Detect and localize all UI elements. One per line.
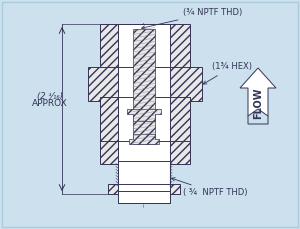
Bar (108, 184, 180, 194)
Bar (118, 97, 170, 144)
Polygon shape (129, 134, 159, 144)
Bar (118, 191, 170, 203)
Bar (118, 141, 170, 164)
Bar (118, 67, 170, 101)
Bar (118, 184, 170, 194)
Bar (118, 161, 170, 187)
Polygon shape (248, 109, 268, 124)
Text: (¾ NPTF THD): (¾ NPTF THD) (142, 8, 242, 29)
Text: FLOW: FLOW (253, 87, 263, 119)
Text: (1¾ HEX): (1¾ HEX) (203, 63, 252, 84)
Bar (100, 24, 190, 71)
Text: APPROX: APPROX (32, 99, 68, 109)
Text: (2 ¹⁄₁₆): (2 ¹⁄₁₆) (37, 92, 63, 101)
Polygon shape (240, 68, 276, 116)
Text: ( ¾  NPTF THD): ( ¾ NPTF THD) (172, 178, 248, 197)
Bar (100, 97, 190, 144)
Polygon shape (127, 109, 161, 121)
Bar (100, 141, 190, 164)
Bar (118, 191, 170, 203)
Bar (118, 161, 170, 187)
Bar (118, 24, 170, 71)
Bar (88, 67, 202, 101)
Bar (133, 29, 155, 144)
